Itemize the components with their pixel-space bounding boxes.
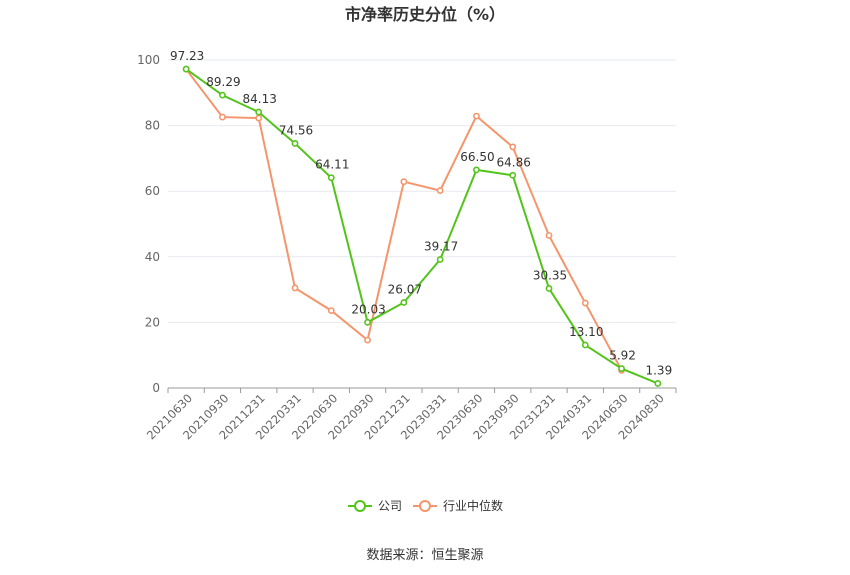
data-point-industry-median <box>545 232 553 239</box>
data-label: 74.56 <box>279 123 313 137</box>
data-point-company <box>473 166 480 174</box>
legend-marker-industry-median <box>419 500 431 512</box>
data-point-company <box>436 256 444 263</box>
data-label: 64.86 <box>497 155 531 169</box>
y-tick-label: 80 <box>145 119 160 133</box>
data-label: 26.07 <box>388 282 422 296</box>
data-label: 5.92 <box>609 349 636 363</box>
data-point-company <box>400 299 408 306</box>
data-point-industry-median <box>364 336 371 344</box>
data-point-industry-median <box>219 113 226 121</box>
data-point-company <box>327 174 335 182</box>
source-note: 数据来源：恒生聚源 <box>366 548 483 563</box>
data-point-industry-median <box>255 114 263 122</box>
y-tick-label: 20 <box>145 315 160 329</box>
data-label: 1.39 <box>645 363 672 377</box>
y-tick-label: 60 <box>145 184 160 198</box>
data-point-company <box>364 318 371 326</box>
legend-label-industry-median: 行业中位数 <box>443 498 503 513</box>
y-tick-label: 40 <box>145 250 160 264</box>
data-label: 20.03 <box>351 302 385 316</box>
data-point-industry-median <box>400 178 408 186</box>
data-label: 30.35 <box>533 268 567 282</box>
data-point-company <box>291 140 299 147</box>
legend-item-company[interactable]: 公司 <box>348 499 402 513</box>
legend[interactable]: 公司 行业中位数 <box>348 498 503 513</box>
data-point-company <box>219 91 226 99</box>
x-axis: 2021063020210930202112312022033120220630… <box>144 387 677 442</box>
data-point-company <box>255 108 263 116</box>
data-point-company <box>618 365 625 372</box>
legend-item-industry-median[interactable]: 行业中位数 <box>413 498 503 513</box>
data-label: 13.10 <box>569 325 603 339</box>
data-point-company <box>654 380 662 387</box>
data-point-industry-median <box>509 143 517 151</box>
data-point-company <box>545 285 553 292</box>
y-axis: 0 20 40 60 80 100 <box>137 53 160 395</box>
data-point-industry-median <box>291 284 299 292</box>
data-point-industry-median <box>327 307 335 314</box>
data-label: 84.13 <box>243 92 277 106</box>
series-layer <box>182 65 662 387</box>
chart-title: 市净率历史分位（%） <box>345 5 505 24</box>
data-point-company <box>509 171 517 179</box>
data-point-industry-median <box>581 299 589 307</box>
data-point-company <box>182 65 190 73</box>
data-label: 64.11 <box>315 158 349 172</box>
data-point-industry-median <box>436 187 444 194</box>
data-label: 39.17 <box>424 240 458 254</box>
data-label: 97.23 <box>170 49 204 63</box>
data-point-industry-median <box>473 112 480 120</box>
data-label: 66.50 <box>460 150 494 164</box>
legend-marker-company <box>354 500 366 512</box>
series-line-company <box>185 68 659 385</box>
legend-label-company: 公司 <box>378 499 402 513</box>
data-label: 89.29 <box>206 75 240 89</box>
y-tick-label: 100 <box>137 53 160 67</box>
y-tick-label: 0 <box>152 381 160 395</box>
series-line-industry-median <box>185 68 623 371</box>
data-point-company <box>581 341 589 349</box>
